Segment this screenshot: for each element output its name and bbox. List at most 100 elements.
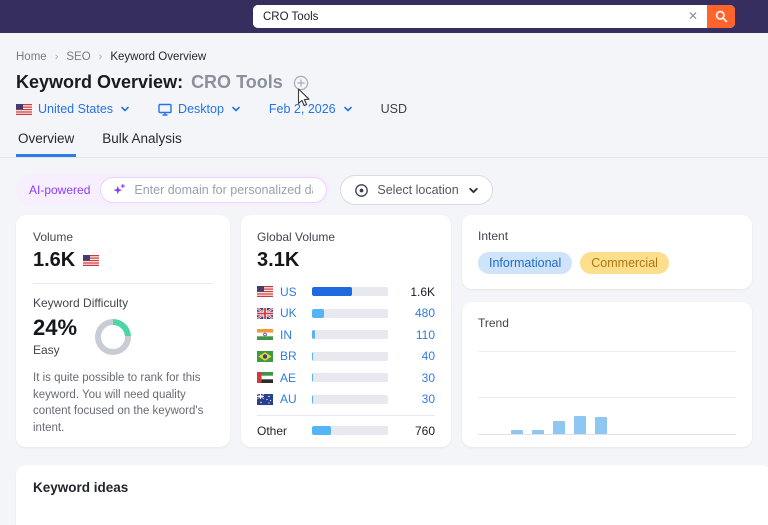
- country-volume: 480: [414, 306, 435, 321]
- kd-description: It is quite possible to rank for this ke…: [33, 372, 204, 435]
- intent-badge-commercial[interactable]: Commercial: [580, 252, 669, 274]
- chevron-down-icon: [120, 104, 130, 114]
- axis-baseline: [478, 434, 736, 435]
- volume-bar: [312, 308, 388, 318]
- other-volume: 760: [414, 423, 435, 438]
- select-location-label: Select location: [377, 183, 459, 197]
- ae-flag-icon: [257, 372, 274, 384]
- search-icon: [715, 10, 728, 23]
- chevron-down-icon: [343, 104, 353, 114]
- country-link[interactable]: BR: [280, 349, 297, 364]
- us-flag-icon: [257, 286, 274, 298]
- trend-bar: [532, 430, 544, 434]
- ai-powered-badge: AI-powered: [29, 183, 91, 197]
- breadcrumb-home[interactable]: Home: [16, 51, 47, 63]
- us-flag-icon: [16, 103, 32, 115]
- country-link[interactable]: AU: [280, 392, 297, 407]
- sparkles-icon: [112, 183, 126, 197]
- kd-row: 24% Easy: [33, 317, 213, 357]
- kd-level: Easy: [33, 343, 60, 357]
- table-row: IN 110: [257, 324, 435, 346]
- add-keyword-icon[interactable]: [293, 75, 309, 91]
- chevron-down-icon: [231, 104, 241, 114]
- date-filter-label: Feb 2, 2026: [268, 102, 336, 116]
- keyword-ideas-title: Keyword ideas: [33, 480, 129, 495]
- global-volume-label: Global Volume: [257, 230, 336, 244]
- country-volume: 110: [415, 327, 435, 342]
- country-link[interactable]: US: [280, 284, 297, 299]
- tab-overview[interactable]: Overview: [16, 129, 77, 157]
- other-label: Other: [257, 423, 288, 438]
- volume-bar: [312, 351, 388, 361]
- chevron-right-icon: ›: [98, 51, 103, 63]
- page-title-keyword: CRO Tools: [191, 72, 283, 92]
- location-icon: [354, 183, 369, 198]
- trend-bar: [595, 417, 607, 434]
- global-volume-rows: US 1.6K UK 480 IN: [257, 281, 435, 442]
- volume-bar: [312, 426, 388, 436]
- monitor-icon: [158, 103, 172, 116]
- us-flag-icon: [83, 254, 100, 266]
- gridline: [478, 397, 736, 398]
- breadcrumb-seo[interactable]: SEO: [66, 51, 91, 63]
- volume-value: 1.6K: [33, 250, 213, 270]
- country-volume: 30: [421, 370, 435, 385]
- divider: [257, 415, 435, 416]
- trend-bar: [553, 421, 565, 434]
- kd-label: Keyword Difficulty: [33, 296, 129, 310]
- country-volume: 40: [421, 349, 435, 364]
- volume-bar: [312, 287, 388, 297]
- intent-badge-informational[interactable]: Informational: [478, 252, 573, 274]
- divider: [33, 283, 214, 284]
- table-row-other: Other 760: [257, 420, 435, 442]
- table-row: BR 40: [257, 346, 435, 368]
- device-filter[interactable]: Desktop: [158, 102, 241, 116]
- filters-row: United States Desktop Feb 2, 2026 USD: [16, 102, 752, 116]
- country-link[interactable]: IN: [280, 327, 293, 342]
- country-filter[interactable]: United States: [16, 102, 130, 116]
- intent-pills: Informational Commercial: [478, 252, 736, 274]
- tab-bulk-analysis[interactable]: Bulk Analysis: [102, 131, 182, 146]
- table-row: US 1.6K: [257, 281, 435, 303]
- domain-input-wrap: [100, 177, 328, 203]
- trend-card: Trend: [462, 302, 752, 447]
- ai-powered-group: AI-powered: [16, 174, 331, 206]
- trend-bars: [490, 416, 607, 434]
- tab-bar: Overview Bulk Analysis: [0, 129, 768, 158]
- currency-label: USD: [380, 102, 408, 116]
- domain-input[interactable]: [132, 182, 316, 198]
- clear-search-icon[interactable]: ✕: [687, 9, 698, 23]
- volume-label: Volume: [33, 230, 74, 244]
- select-location-dropdown[interactable]: Select location: [340, 175, 493, 205]
- volume-number: 1.6K: [33, 249, 76, 271]
- search-button[interactable]: [707, 5, 735, 28]
- intent-card: Intent Informational Commercial: [462, 215, 752, 289]
- country-link[interactable]: UK: [280, 306, 297, 321]
- keyword-ideas-card: Keyword ideas: [16, 465, 768, 525]
- table-row: AE 30: [257, 367, 435, 389]
- breadcrumb-current: Keyword Overview: [110, 51, 207, 63]
- volume-card: Volume 1.6K Keyword Difficulty 24% Easy …: [16, 215, 231, 447]
- search-input[interactable]: [253, 5, 679, 28]
- gridline: [478, 351, 736, 352]
- global-search: ✕: [253, 5, 735, 28]
- breadcrumb: Home › SEO › Keyword Overview: [16, 33, 752, 63]
- trend-label: Trend: [478, 316, 509, 330]
- br-flag-icon: [257, 350, 274, 362]
- au-flag-icon: [257, 393, 274, 405]
- table-row: AU 30: [257, 389, 435, 411]
- country-filter-label: United States: [38, 102, 114, 116]
- volume-bar: [312, 330, 388, 340]
- page-title: Keyword Overview: CRO Tools: [16, 72, 752, 93]
- trend-chart: [478, 340, 736, 435]
- global-volume-card: Global Volume 3.1K US 1.6K UK: [241, 215, 451, 447]
- date-filter[interactable]: Feb 2, 2026: [269, 102, 353, 116]
- table-row: UK 480: [257, 303, 435, 325]
- device-filter-label: Desktop: [178, 102, 224, 116]
- country-link[interactable]: AE: [280, 370, 297, 385]
- personalization-row: AI-powered Select location: [16, 174, 752, 206]
- country-volume: 1.6K: [410, 284, 435, 299]
- volume-bar: [312, 394, 388, 404]
- overview-cards: Volume 1.6K Keyword Difficulty 24% Easy …: [16, 215, 752, 447]
- page-title-prefix: Keyword Overview:: [16, 72, 184, 92]
